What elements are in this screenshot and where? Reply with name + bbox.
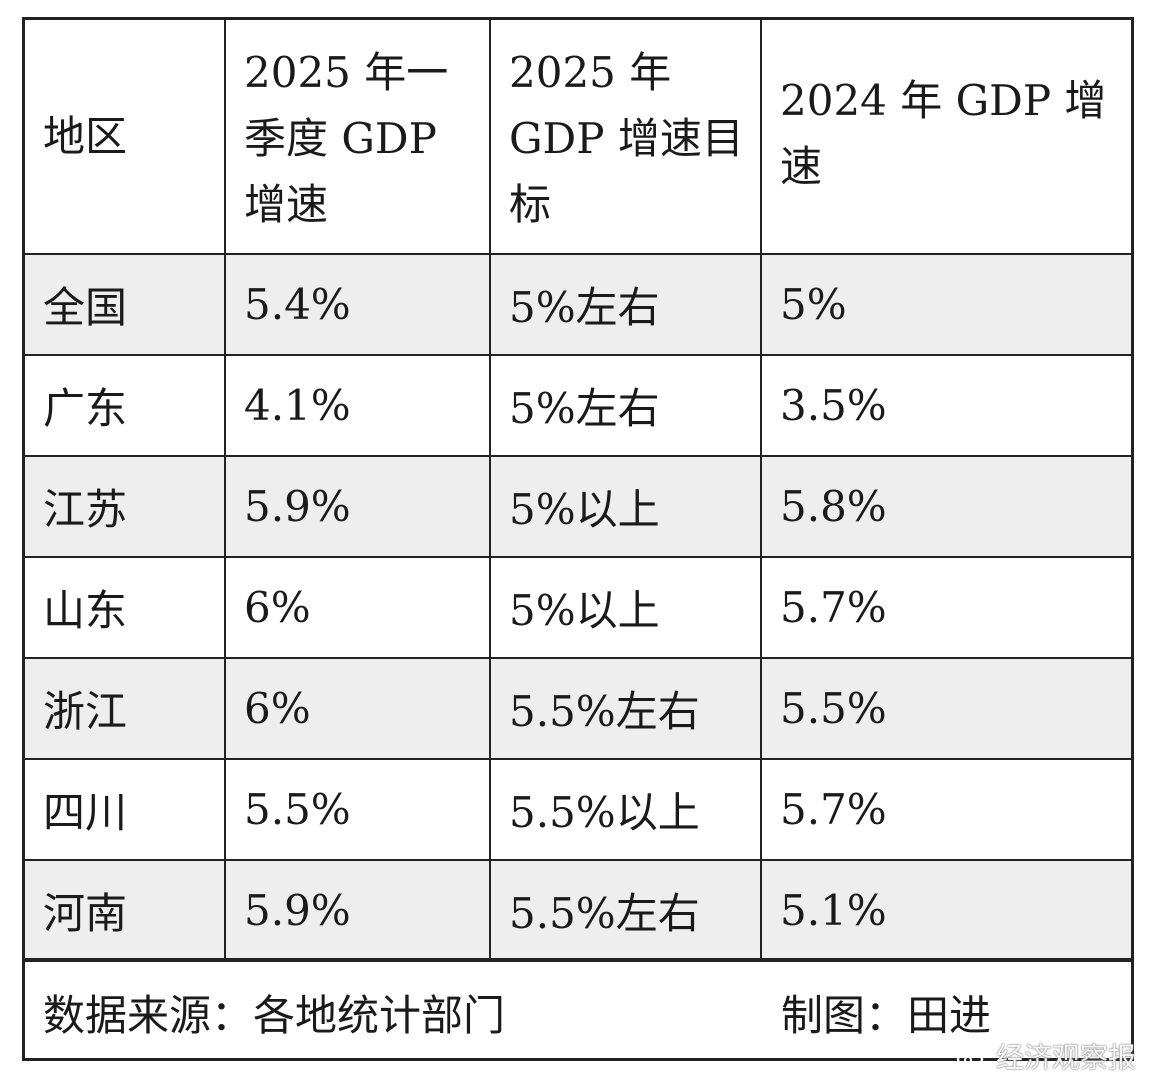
table-row: 山东 6% 5%以上 5.7% [25, 556, 1131, 659]
cell-2024-growth: 5.1% [760, 859, 1131, 962]
cell-region: 四川 [25, 758, 226, 861]
cell-q1-2025-growth: 6% [224, 657, 491, 760]
gdp-growth-table: 地区 2025 年一季度 GDP 增速 2025 年 GDP 增速目标 2024… [25, 20, 1131, 962]
cell-q1-2025-growth: 5.4% [224, 253, 491, 356]
table-row: 江苏 5.9% 5%以上 5.8% [25, 455, 1131, 558]
cell-region: 广东 [25, 354, 226, 457]
header-2024-growth: 2024 年 GDP 增速 [760, 20, 1131, 255]
weibo-icon [956, 1045, 989, 1069]
table-header-row: 地区 2025 年一季度 GDP 增速 2025 年 GDP 增速目标 2024… [25, 20, 1131, 255]
cell-2025-target: 5.5%左右 [489, 657, 762, 760]
table-row: 四川 5.5% 5.5%以上 5.7% [25, 758, 1131, 861]
cell-region: 浙江 [25, 657, 226, 760]
cell-2025-target: 5%以上 [489, 455, 762, 558]
cell-q1-2025-growth: 6% [224, 556, 491, 659]
cell-region: 河南 [25, 859, 226, 962]
cell-region: 江苏 [25, 455, 226, 558]
cell-2024-growth: 5.5% [760, 657, 1131, 760]
cell-q1-2025-growth: 4.1% [224, 354, 491, 457]
cell-2025-target: 5%左右 [489, 354, 762, 457]
chart-maker-note: 制图：田进 [781, 991, 992, 1040]
table-row: 浙江 6% 5.5%左右 5.5% [25, 657, 1131, 760]
cell-region: 全国 [25, 253, 226, 356]
table-row: 全国 5.4% 5%左右 5% [25, 253, 1131, 356]
cell-region: 山东 [25, 556, 226, 659]
cell-2025-target: 5.5%以上 [489, 758, 762, 861]
data-source-note: 数据来源：各地统计部门 [43, 991, 506, 1040]
table-footer: 数据来源：各地统计部门 制图：田进 [25, 958, 1131, 1058]
header-q1-2025-growth: 2025 年一季度 GDP 增速 [224, 20, 491, 255]
cell-2025-target: 5.5%左右 [489, 859, 762, 962]
cell-2024-growth: 3.5% [760, 354, 1131, 457]
header-region: 地区 [25, 20, 226, 255]
cell-2024-growth: 5% [760, 253, 1131, 356]
cell-2025-target: 5%左右 [489, 253, 762, 356]
data-table-sheet: 地区 2025 年一季度 GDP 增速 2025 年 GDP 增速目标 2024… [22, 17, 1134, 1061]
cell-2024-growth: 5.8% [760, 455, 1131, 558]
cell-q1-2025-growth: 5.5% [224, 758, 491, 861]
header-2025-target: 2025 年 GDP 增速目标 [489, 20, 762, 255]
cell-q1-2025-growth: 5.9% [224, 859, 491, 962]
cell-2025-target: 5%以上 [489, 556, 762, 659]
watermark-text: 经济观察报 [995, 1041, 1136, 1074]
table-row: 河南 5.9% 5.5%左右 5.1% [25, 859, 1131, 962]
cell-q1-2025-growth: 5.9% [224, 455, 491, 558]
cell-2024-growth: 5.7% [760, 758, 1131, 861]
table-row: 广东 4.1% 5%左右 3.5% [25, 354, 1131, 457]
cell-2024-growth: 5.7% [760, 556, 1131, 659]
publisher-watermark: 经济观察报 [956, 1036, 1136, 1076]
